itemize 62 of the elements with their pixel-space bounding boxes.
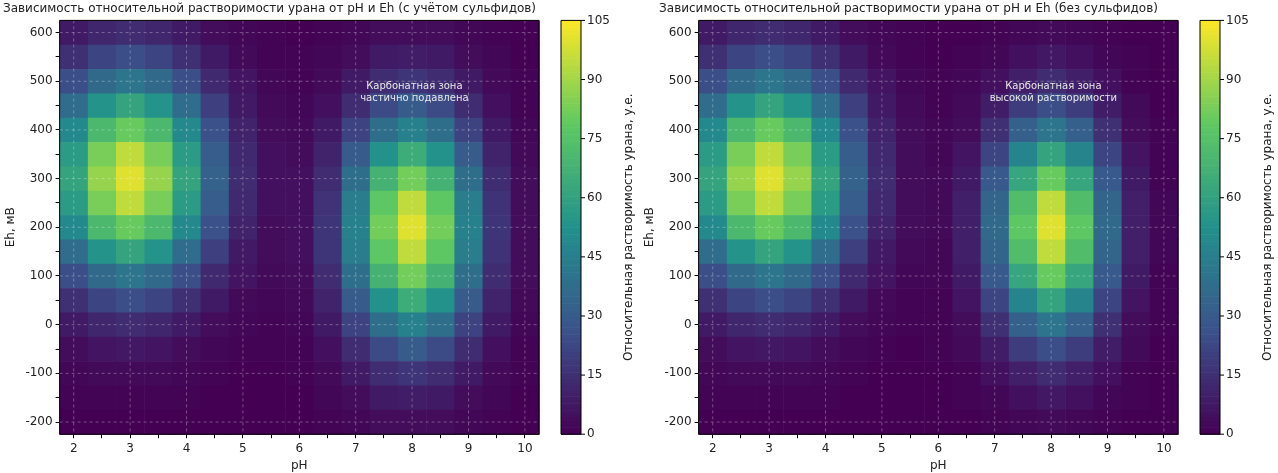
x-tick-label: 3 <box>765 440 773 455</box>
y-tick-label: 500 <box>29 73 53 88</box>
color-bar-label: 75 <box>587 130 603 145</box>
y-axis-title: Eh, мВ <box>642 207 657 248</box>
y-tick-label: 200 <box>668 219 692 234</box>
x-tick-label: 10 <box>1156 440 1172 455</box>
x-tick-label: 2 <box>708 440 717 455</box>
y-tick-label: 100 <box>29 268 53 283</box>
y-tick-label: 600 <box>29 24 53 39</box>
chart-title: Зависимость относительной растворимости урана от pH и Eh (с учётом сульфидов) <box>2 1 537 16</box>
y-tick-label: 0 <box>683 316 692 331</box>
color-bar-label: 45 <box>1226 248 1242 263</box>
x-tick-label: 10 <box>517 440 533 455</box>
annotation: Карбонатная зона высокой растворимости <box>989 79 1118 103</box>
color-bar-label: 0 <box>1226 426 1234 441</box>
chart-title: Зависимость относительной растворимости урана от pH и Eh (без сульфидов) <box>659 1 1158 16</box>
x-tick-label: 6 <box>934 440 943 455</box>
y-tick-label: 200 <box>29 219 53 234</box>
color-bar-label: 90 <box>587 71 603 86</box>
color-bar-label: 0 <box>587 426 595 441</box>
x-tick-label: 8 <box>1047 440 1055 455</box>
color-bar-title: Относительная растворимость урана, у.е. <box>621 93 636 362</box>
color-bar-label: 105 <box>587 12 610 27</box>
color-bar-label: 60 <box>1226 189 1242 204</box>
x-tick-label: 9 <box>464 440 473 455</box>
y-tick-label: 0 <box>44 316 53 331</box>
y-tick-label: 300 <box>668 170 692 185</box>
y-axis-title: Eh, мВ <box>3 207 18 248</box>
color-bar-title: Относительная растворимость урана, у.е. <box>1260 93 1275 362</box>
y-tick-label: -200 <box>664 414 692 429</box>
x-tick-label: 3 <box>126 440 134 455</box>
y-tick-label: 400 <box>29 122 53 137</box>
x-tick-label: 2 <box>69 440 78 455</box>
y-tick-label: 100 <box>668 268 692 283</box>
color-bar-label: 15 <box>587 367 603 382</box>
y-tick-label: 400 <box>668 122 692 137</box>
x-tick-label: 8 <box>408 440 416 455</box>
x-tick-label: 7 <box>990 440 999 455</box>
y-tick-label: 300 <box>29 170 53 185</box>
color-bar-label: 30 <box>1226 308 1242 323</box>
x-axis-title: pH <box>930 457 947 472</box>
y-tick-label: -100 <box>664 365 692 380</box>
x-tick-label: 9 <box>1103 440 1112 455</box>
color-bar-label: 15 <box>1226 367 1242 382</box>
color-bar-label: 60 <box>587 189 603 204</box>
y-tick-label: -100 <box>25 365 53 380</box>
color-bar-label: 45 <box>587 248 603 263</box>
annotation: Карбонатная зона частично подавлена <box>360 79 469 103</box>
x-tick-label: 4 <box>821 440 830 455</box>
color-bar-label: 105 <box>1226 12 1249 27</box>
color-bar-label: 90 <box>1226 71 1242 86</box>
x-tick-label: 5 <box>239 440 247 455</box>
x-tick-label: 6 <box>295 440 304 455</box>
y-tick-label: -200 <box>25 414 53 429</box>
x-tick-label: 7 <box>351 440 360 455</box>
x-tick-label: 4 <box>182 440 191 455</box>
y-tick-label: 500 <box>668 73 692 88</box>
x-axis-title: pH <box>291 457 308 472</box>
color-bar-label: 30 <box>587 308 603 323</box>
x-tick-label: 5 <box>878 440 886 455</box>
y-tick-label: 600 <box>668 24 692 39</box>
color-bar-label: 75 <box>1226 130 1242 145</box>
